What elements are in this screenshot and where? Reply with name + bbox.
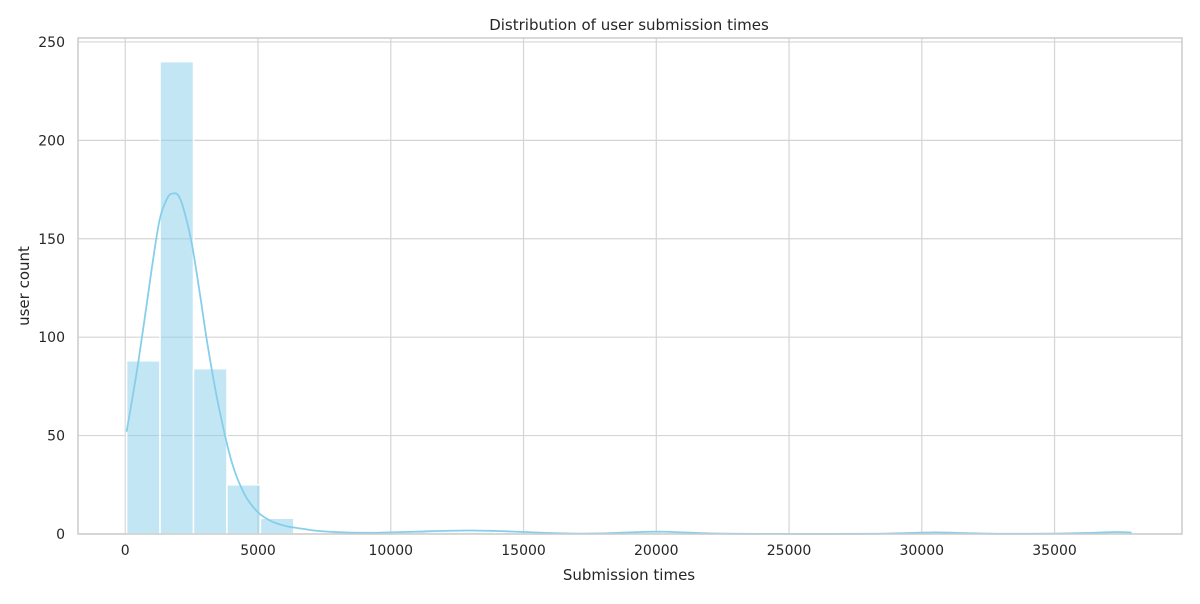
y-tick-label: 50	[47, 429, 65, 445]
plot-frame	[77, 37, 1183, 535]
x-tick-label: 10000	[369, 543, 414, 559]
y-axis-ticks: 0 50 100 150 200 250	[38, 35, 65, 543]
x-axis-ticks: 0 5000 10000 15000 20000 25000 30000 35000	[121, 543, 1077, 559]
bar-layer	[125, 60, 1131, 535]
y-tick-label: 0	[56, 527, 65, 543]
x-tick-label: 0	[121, 543, 130, 559]
chart-title: Distribution of user submission times	[489, 16, 769, 34]
x-tick-label: 15000	[501, 543, 546, 559]
kde-curve	[125, 192, 1132, 535]
kde-layer	[125, 192, 1132, 535]
y-axis-label: user count	[15, 246, 33, 326]
x-tick-label: 20000	[634, 543, 679, 559]
histogram-bar	[192, 367, 228, 535]
x-tick-label: 35000	[1032, 543, 1077, 559]
histogram-bar	[159, 60, 195, 535]
x-tick-label: 30000	[900, 543, 945, 559]
y-tick-label: 100	[38, 330, 65, 346]
x-tick-label: 5000	[240, 543, 276, 559]
histogram-bar	[125, 360, 161, 535]
x-tick-label: 25000	[767, 543, 812, 559]
grid-layer	[78, 38, 1182, 535]
y-tick-label: 250	[38, 35, 65, 51]
y-tick-label: 200	[38, 133, 65, 149]
x-axis-label: Submission times	[563, 566, 695, 584]
y-tick-label: 150	[38, 232, 65, 248]
